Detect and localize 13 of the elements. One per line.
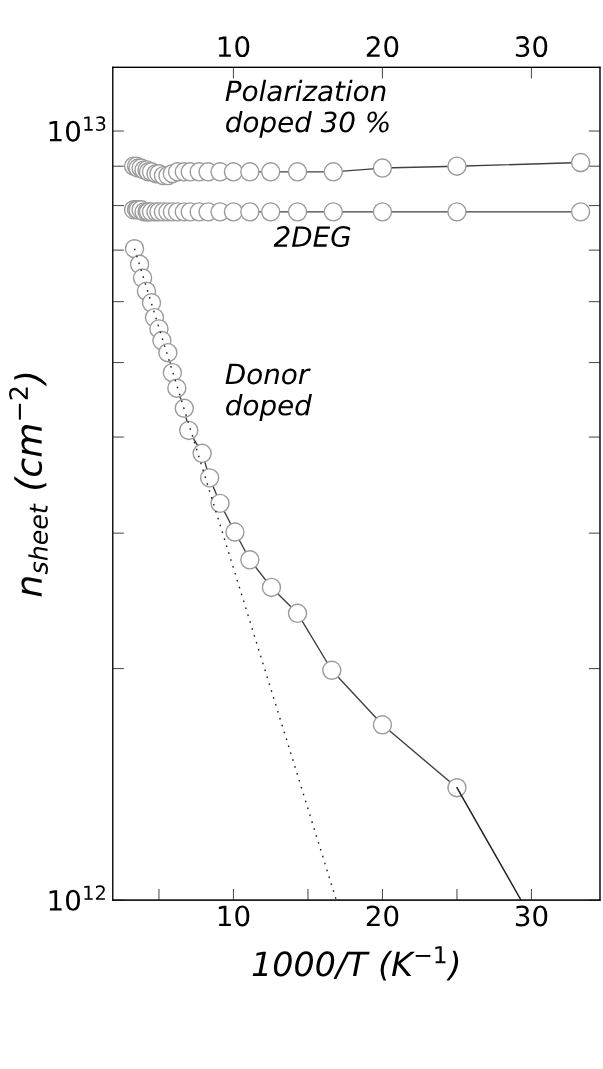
series-label: Donor doped [225, 363, 312, 421]
x-tick-label: 30 [515, 905, 548, 927]
x2-tick-label: 20 [366, 36, 399, 58]
y-tick-label: 10$^{13}$ [49, 116, 106, 142]
x2-tick-label: 30 [515, 36, 548, 58]
x-tick-label: 20 [366, 905, 399, 927]
x2-tick-label: 10 [218, 36, 250, 58]
y-axis-title: n$_{sheet}$ (cm$^{−2}$) [9, 373, 48, 597]
series-label: Polarization doped 30 % [225, 79, 389, 138]
x-axis-title: 1000/T (K$^{−1}$) [252, 946, 459, 981]
y-tick-label: 10$^{12}$ [49, 885, 105, 911]
series-label: 2DEG [273, 226, 351, 248]
x-tick-label: 10 [218, 905, 250, 927]
